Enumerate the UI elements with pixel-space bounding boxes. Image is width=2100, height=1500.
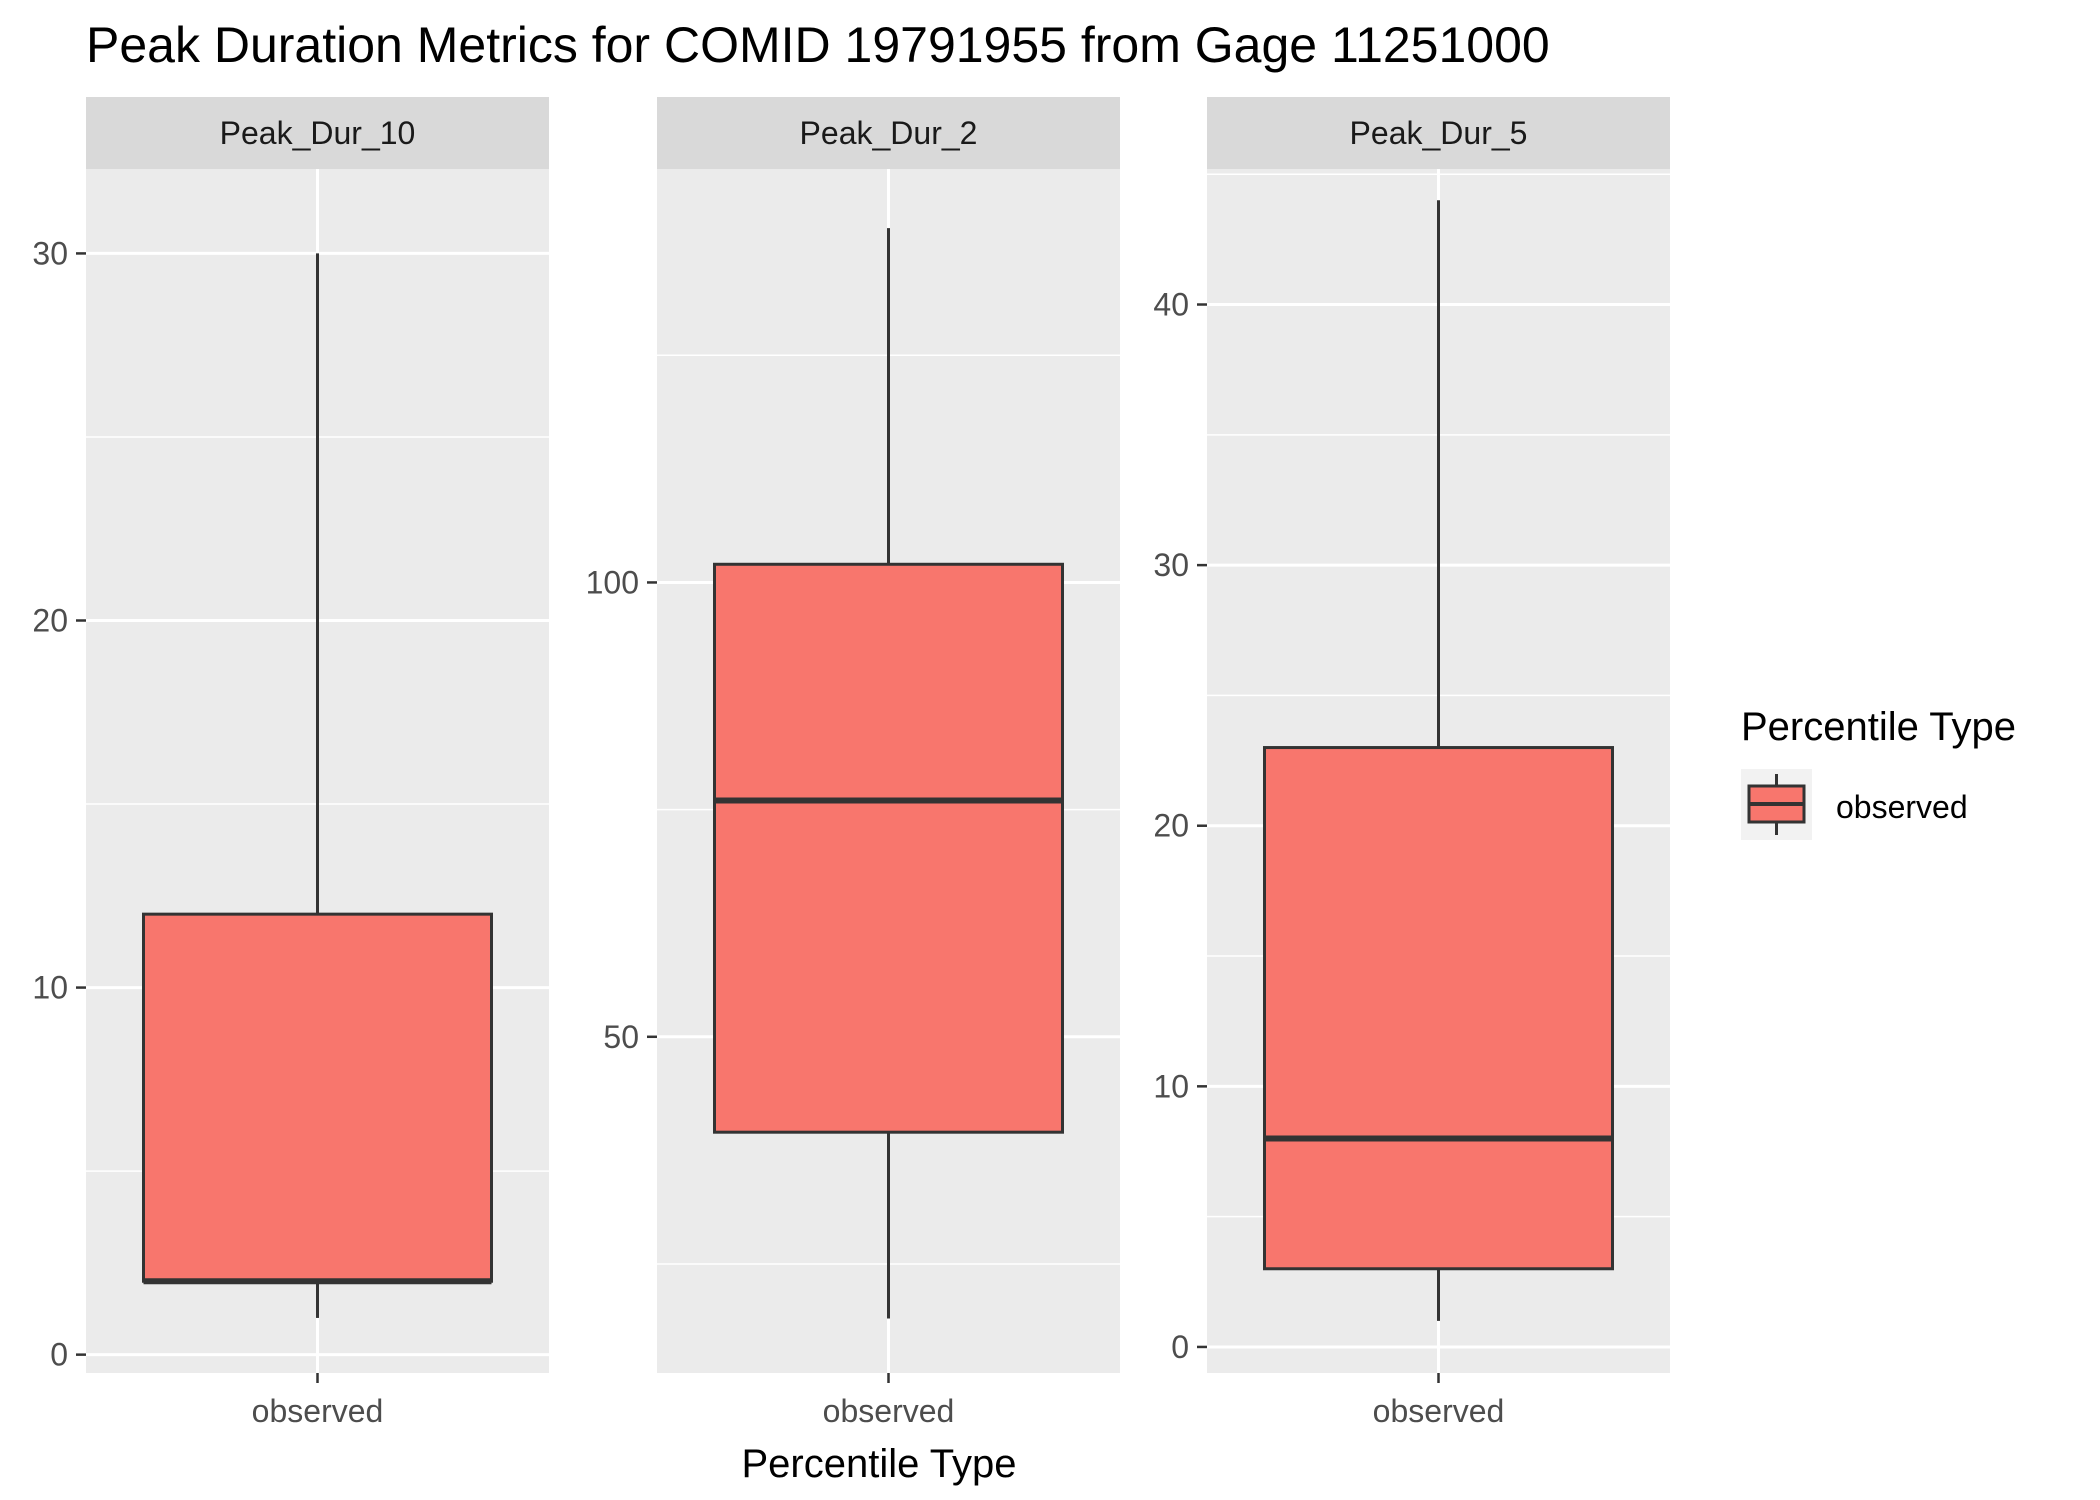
facet-strip	[1207, 97, 1670, 169]
facet-strip	[657, 97, 1120, 169]
x-axis-title: Percentile Type	[742, 1442, 1017, 1486]
legend: Percentile Type observed	[1741, 705, 2016, 840]
box-iqr	[142, 912, 493, 1283]
facet-Peak_Dur_10: Peak_Dur_10 0 10 20 30 observed	[32, 97, 549, 1429]
chart-title: Peak Duration Metrics for COMID 19791955…	[86, 17, 1550, 73]
y-tick-label: 20	[1153, 808, 1189, 844]
x-tick-label: observed	[252, 1393, 384, 1429]
y-tick-label: 10	[1153, 1068, 1189, 1104]
y-tick-label: 0	[1171, 1329, 1189, 1365]
y-tick-label: 0	[50, 1337, 68, 1373]
facets-layer: Peak_Dur_10 0 10 20 30 observed Peak_Dur_2 50 10…	[32, 97, 1670, 1429]
box-iqr	[713, 562, 1064, 1134]
legend-label-observed: observed	[1836, 789, 1968, 825]
facet-Peak_Dur_5: Peak_Dur_5 0 10 20 30 40 observed	[1153, 97, 1670, 1429]
x-tick-label: observed	[1373, 1393, 1505, 1429]
y-tick-label: 40	[1153, 287, 1189, 323]
facet-Peak_Dur_2: Peak_Dur_2 50 100 observed	[586, 97, 1120, 1429]
y-tick-label: 10	[32, 970, 68, 1006]
y-tick-label: 50	[603, 1019, 639, 1055]
legend-title: Percentile Type	[1741, 705, 2016, 749]
y-tick-label: 100	[586, 564, 639, 600]
box-iqr	[1263, 746, 1614, 1271]
facet-strip-label: Peak_Dur_5	[1350, 115, 1528, 151]
y-tick-label: 30	[32, 235, 68, 271]
facet-strip	[86, 97, 549, 169]
y-tick-label: 20	[32, 603, 68, 639]
y-tick-label: 30	[1153, 547, 1189, 583]
facet-strip-label: Peak_Dur_2	[800, 115, 978, 151]
facet-strip-label: Peak_Dur_10	[220, 115, 416, 151]
x-tick-label: observed	[823, 1393, 955, 1429]
